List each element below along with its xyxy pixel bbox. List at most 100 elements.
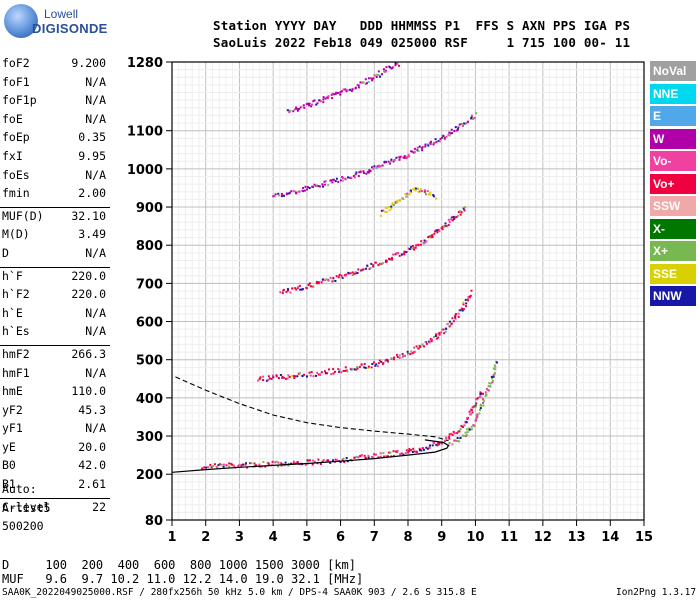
echo-point [429, 236, 432, 239]
echo-point [416, 243, 419, 246]
echo-point [470, 116, 473, 119]
echo-point [437, 228, 440, 231]
param-value: 220.0 [71, 268, 106, 283]
echo-point [493, 372, 496, 374]
echo-point [427, 144, 430, 147]
echo-point [458, 440, 461, 443]
x-tick-label: 3 [235, 530, 244, 545]
echo-point [450, 216, 453, 219]
echo-point [429, 191, 432, 194]
echo-point [277, 461, 280, 464]
echo-point [354, 86, 357, 89]
echo-point [417, 244, 420, 247]
echo-point [215, 466, 218, 468]
echo-point [448, 437, 451, 440]
echo-point [390, 207, 393, 210]
echo-point [388, 209, 391, 212]
echo-point [462, 301, 465, 304]
param-separator [0, 206, 110, 208]
echo-point [327, 95, 330, 98]
echo-point [448, 435, 451, 438]
echo-point [390, 205, 393, 208]
echo-point [338, 275, 340, 278]
echo-point [319, 100, 322, 103]
echo-point [371, 363, 374, 365]
echo-point [363, 366, 366, 369]
echo-point [339, 93, 342, 96]
echo-point [376, 165, 379, 168]
echo-point [474, 419, 477, 422]
param-name: fmin [2, 186, 30, 201]
echo-point [412, 246, 415, 249]
y-tick-label: 600 [136, 316, 163, 331]
echo-point [301, 288, 304, 291]
echo-point [441, 225, 444, 228]
echo-point [464, 298, 467, 301]
echo-point [296, 109, 299, 112]
echo-point [406, 155, 409, 158]
echo-point [406, 195, 409, 198]
echo-point [426, 447, 429, 450]
echo-point [345, 89, 348, 92]
echo-point [364, 78, 367, 81]
echo-point [470, 114, 473, 117]
x-tick-label: 15 [635, 530, 653, 545]
echo-point [342, 88, 345, 91]
echo-point [391, 258, 394, 261]
echo-point [468, 428, 471, 431]
echo-point [278, 377, 280, 380]
echo-point [496, 361, 498, 364]
echo-point [488, 382, 491, 385]
echo-point [408, 193, 411, 196]
echo-point [411, 451, 414, 453]
echo-point [458, 123, 461, 126]
echo-point [441, 136, 443, 139]
echo-point [360, 454, 363, 457]
echo-point [379, 452, 382, 455]
echo-point [435, 443, 438, 446]
echo-point [344, 274, 347, 277]
echo-point [265, 379, 268, 382]
echo-point [479, 403, 482, 406]
echo-point [250, 462, 253, 465]
echo-point [352, 175, 355, 177]
echo-point [459, 210, 462, 213]
echo-point [312, 100, 315, 103]
echo-point [410, 247, 413, 250]
x-tick-label: 6 [336, 530, 345, 545]
echo-point [377, 164, 380, 167]
echo-point [357, 456, 360, 459]
echo-point [267, 462, 270, 465]
echo-point [443, 136, 446, 139]
echo-point [335, 275, 338, 278]
echo-point [407, 353, 410, 356]
echo-point [423, 345, 426, 348]
echo-point [294, 287, 297, 290]
echo-point [409, 352, 412, 355]
echo-point [433, 336, 435, 339]
param-row: D N/A [0, 246, 112, 265]
echo-point [274, 461, 277, 464]
echo-point [334, 458, 337, 461]
x-tick-label: 14 [601, 530, 619, 545]
echo-point [245, 462, 247, 465]
legend-item-vo-: Vo- [650, 151, 696, 171]
echo-point [331, 280, 334, 283]
x-tick-label: 4 [269, 530, 278, 545]
echo-point [341, 90, 343, 93]
echo-point [342, 457, 345, 460]
echo-point [457, 211, 460, 213]
echo-point [322, 98, 325, 101]
echo-point [378, 165, 381, 168]
echo-point [450, 128, 453, 131]
echo-point [371, 166, 373, 169]
param-separator [0, 497, 110, 499]
param-value: N/A [85, 74, 106, 89]
echo-point [394, 200, 397, 203]
echo-point [387, 455, 389, 458]
echo-point [451, 219, 454, 222]
param-row: M(D) 3.49 [0, 227, 112, 246]
echo-point [490, 375, 493, 378]
echo-point [437, 139, 440, 142]
echo-point [405, 251, 408, 254]
